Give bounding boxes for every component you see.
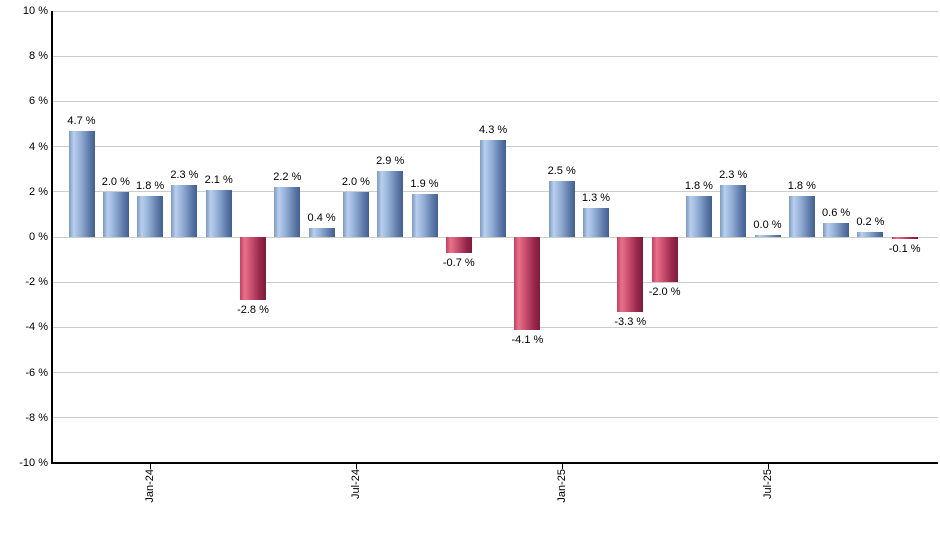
bar — [617, 237, 644, 312]
bar — [685, 196, 712, 237]
bar-value-label: -2.0 % — [648, 286, 681, 299]
y-tick-label: -10 % — [19, 457, 48, 469]
bar — [651, 237, 678, 283]
gridline — [52, 326, 938, 328]
bar-value-label: 2.0 % — [101, 175, 130, 188]
bar — [548, 180, 575, 237]
x-tick-label: Jul-24 — [349, 469, 362, 499]
bar — [445, 237, 472, 253]
gridline — [52, 55, 938, 57]
bar — [857, 232, 884, 237]
bar — [240, 237, 266, 301]
y-tick-label: 4 % — [29, 140, 48, 153]
x-tick-mark — [767, 463, 769, 469]
bar-value-label: 1.9 % — [410, 178, 439, 191]
y-tick-label: -8 % — [25, 411, 48, 424]
y-tick-label: 0 % — [29, 231, 48, 243]
y-tick-label: -6 % — [25, 366, 48, 379]
gridline — [52, 281, 938, 283]
bar — [171, 185, 198, 237]
bar — [377, 171, 404, 237]
bar — [514, 237, 541, 330]
bar-value-label: 0.6 % — [822, 207, 851, 220]
bar-value-label: 2.3 % — [170, 169, 199, 182]
bar — [720, 185, 747, 237]
bar-value-label: -2.8 % — [237, 304, 269, 317]
bar-value-label: 1.3 % — [581, 191, 611, 204]
bar — [205, 189, 232, 237]
bar-value-label: 2.9 % — [376, 155, 405, 168]
bar — [102, 191, 129, 237]
bar-value-label: -4.1 % — [511, 333, 544, 346]
bar — [274, 187, 301, 237]
bar — [583, 207, 609, 237]
gridline — [52, 417, 938, 419]
bar-value-label: -3.3 % — [614, 315, 647, 328]
x-tick-mark — [561, 463, 563, 469]
bar-value-label: 0.2 % — [856, 216, 885, 229]
gridline — [52, 10, 938, 12]
bar-value-label: 2.1 % — [204, 173, 233, 186]
bar-value-label: 1.8 % — [136, 180, 165, 193]
bar — [823, 223, 850, 237]
bar — [480, 139, 507, 237]
x-axis-line — [51, 462, 938, 464]
bar — [788, 196, 815, 237]
y-tick-label: -2 % — [25, 276, 48, 289]
bar-value-label: 0.0 % — [753, 219, 782, 231]
bar-value-label: -0.7 % — [442, 256, 475, 269]
x-tick-label: Jan-25 — [555, 469, 568, 503]
y-axis-line — [51, 11, 53, 464]
bar — [411, 194, 438, 237]
x-tick-mark — [355, 463, 357, 469]
y-tick-label: 2 % — [29, 185, 48, 198]
bar — [342, 191, 369, 237]
bar-value-label: -0.1 % — [888, 243, 921, 256]
bar — [308, 227, 335, 237]
bar-value-label: 0.4 % — [307, 211, 336, 224]
bar-value-label: 2.5 % — [547, 164, 576, 177]
gridline — [52, 372, 938, 374]
bar-value-label: 2.3 % — [719, 169, 748, 182]
bar-value-label: 1.8 % — [684, 180, 713, 193]
bar-value-label: 4.3 % — [479, 123, 508, 136]
y-tick-label: 10 % — [22, 5, 48, 17]
x-tick-label: Jul-25 — [761, 469, 774, 499]
bar-value-label: 1.8 % — [787, 180, 816, 193]
gridline — [52, 100, 938, 102]
y-tick-label: 6 % — [29, 95, 48, 108]
y-tick-label: -4 % — [25, 321, 48, 334]
bar-value-label: 4.7 % — [67, 114, 96, 127]
x-tick-mark — [150, 463, 152, 469]
gridline — [52, 236, 938, 238]
bar-value-label: 2.0 % — [341, 175, 370, 188]
bar-value-label: 2.2 % — [273, 171, 302, 184]
y-tick-label: 8 % — [29, 50, 48, 63]
bar — [68, 130, 95, 237]
bar — [891, 237, 918, 240]
bar — [137, 196, 164, 237]
x-tick-label: Jan-24 — [144, 469, 157, 503]
bar — [754, 235, 781, 237]
